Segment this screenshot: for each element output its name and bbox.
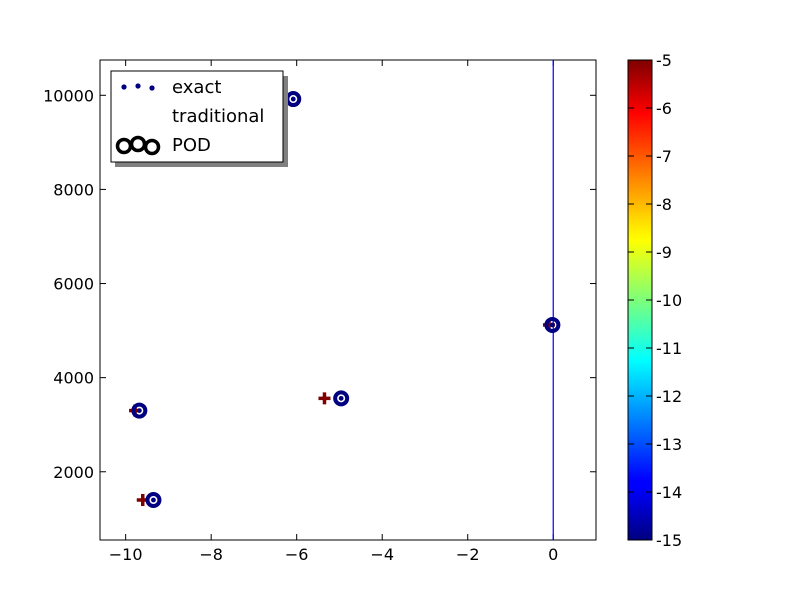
y-axis: 2000 4000 6000 8000 10000 [43, 86, 596, 482]
colorbar-tick-label: -7 [656, 147, 672, 166]
exact-point [151, 497, 156, 503]
y-tick-label: 6000 [53, 275, 94, 294]
y-tick-label: 8000 [53, 180, 94, 199]
colorbar-tick-label: -14 [656, 483, 682, 502]
colorbar-tick-label: -15 [656, 531, 682, 550]
pod-point [145, 492, 162, 508]
colorbar-tick-label: -10 [656, 291, 682, 310]
x-tick-label: −10 [109, 545, 143, 564]
exact-point [290, 96, 296, 102]
colorbar-tick-label: -8 [656, 195, 672, 214]
data-marks [129, 91, 561, 508]
pod-point [131, 402, 148, 419]
colorbar-tick-label: -9 [656, 243, 672, 262]
legend-marker-pod [115, 135, 161, 156]
legend-label-pod: POD [172, 135, 211, 156]
y-tick-label: 4000 [53, 369, 94, 388]
exact-point [136, 408, 142, 413]
x-tick-label: −8 [199, 545, 223, 564]
colorbar-tick-label: -12 [656, 387, 682, 406]
legend: exact traditional POD [110, 70, 288, 167]
colorbar-tick-label: -11 [656, 339, 682, 358]
exact-point [549, 322, 555, 328]
pod-point [333, 390, 350, 407]
colorbar-tick-label: -6 [656, 99, 672, 118]
x-tick-label: −6 [285, 545, 309, 564]
x-tick-label: −4 [370, 545, 394, 564]
colorbar-tick-label: -13 [656, 435, 682, 454]
legend-label-exact: exact [172, 77, 221, 98]
traditional-point [318, 392, 331, 405]
x-tick-label: 0 [548, 545, 558, 564]
legend-box [110, 70, 284, 163]
pod-point [544, 316, 561, 333]
exact-point [338, 395, 344, 401]
y-tick-label: 10000 [43, 86, 94, 105]
legend-marker-exact [121, 83, 155, 91]
legend-label-traditional: traditional [172, 106, 264, 127]
colorbar-ticks: -5 -6 -7 -8 -9 -10 -11 -12 -13 -14 -15 [628, 51, 682, 550]
colorbar-tick-label: -5 [656, 51, 672, 70]
y-tick-label: 2000 [53, 463, 94, 482]
x-tick-label: −2 [456, 545, 480, 564]
